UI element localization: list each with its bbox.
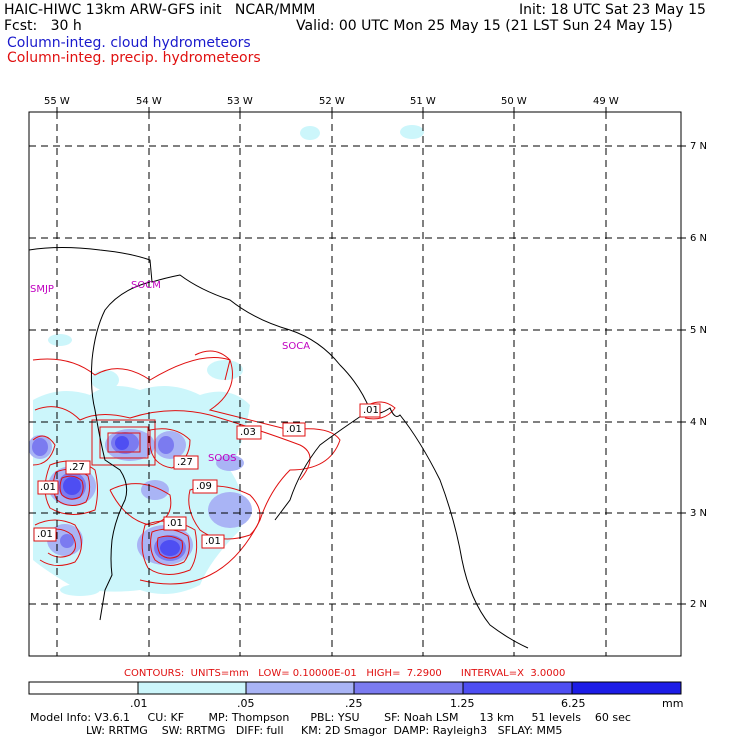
station-label-smjp: SMJP bbox=[30, 284, 54, 295]
map-frame bbox=[28, 111, 682, 657]
colorbar bbox=[28, 681, 682, 695]
field-precip-label: Column-integ. precip. hydrometeors bbox=[7, 50, 261, 66]
contour-label: .01 bbox=[205, 536, 221, 547]
header-title: HAIC-HIWC 13km ARW-GFS init NCAR/MMM bbox=[4, 2, 316, 18]
colorbar-label: .05 bbox=[237, 697, 255, 710]
lat-label: 6 N bbox=[690, 233, 708, 244]
lat-label: 4 N bbox=[690, 417, 708, 428]
model-info-line2: LW: RRTMG SW: RRTMG DIFF: full KM: 2D Sm… bbox=[30, 724, 563, 737]
colorbar-label: .25 bbox=[345, 697, 363, 710]
station-label-socm: SOCM bbox=[131, 280, 161, 291]
lon-label: 51 W bbox=[410, 96, 436, 107]
lon-label: 52 W bbox=[319, 96, 345, 107]
contour-label: .01 bbox=[167, 518, 183, 529]
contour-label: .01 bbox=[286, 424, 302, 435]
header-valid: Valid: 00 UTC Mon 25 May 15 (21 LST Sun … bbox=[296, 18, 673, 34]
lon-label: 55 W bbox=[44, 96, 70, 107]
contours-info: CONTOURS: UNITS=mm LOW= 0.10000E-01 HIGH… bbox=[124, 668, 566, 679]
lat-label: 2 N bbox=[690, 599, 708, 610]
lat-lon-grid bbox=[29, 112, 681, 656]
header-forecast: Fcst: 30 h bbox=[4, 18, 82, 34]
colorbar-label: .01 bbox=[130, 697, 148, 710]
contour-label: .03 bbox=[240, 427, 256, 438]
lon-label: 54 W bbox=[136, 96, 162, 107]
lon-label: 50 W bbox=[501, 96, 527, 107]
contour-label: .27 bbox=[177, 457, 193, 468]
lon-label: 53 W bbox=[227, 96, 253, 107]
lat-label: 7 N bbox=[690, 141, 708, 152]
coastlines bbox=[29, 247, 529, 649]
contour-label: .09 bbox=[196, 481, 212, 492]
colorbar-label: 6.25 bbox=[561, 697, 586, 710]
lat-label: 3 N bbox=[690, 508, 708, 519]
colorbar-unit: mm bbox=[662, 697, 684, 710]
lon-label: 49 W bbox=[593, 96, 619, 107]
contour-label: .01 bbox=[40, 482, 56, 493]
contour-label: .01 bbox=[37, 529, 53, 540]
station-label-soca: SOCA bbox=[282, 341, 311, 352]
field-cloud-label: Column-integ. cloud hydrometeors bbox=[7, 35, 251, 51]
colorbar-label: 1.25 bbox=[450, 697, 475, 710]
model-info-line1: Model Info: V3.6.1 CU: KF MP: Thompson P… bbox=[30, 711, 631, 724]
contour-label: .27 bbox=[69, 462, 85, 473]
station-label-soos: SOOS bbox=[208, 453, 237, 464]
lat-label: 5 N bbox=[690, 325, 708, 336]
contour-label-boxes bbox=[33, 403, 381, 549]
header-init: Init: 18 UTC Sat 23 May 15 bbox=[519, 2, 706, 18]
contour-label: .01 bbox=[363, 405, 379, 416]
